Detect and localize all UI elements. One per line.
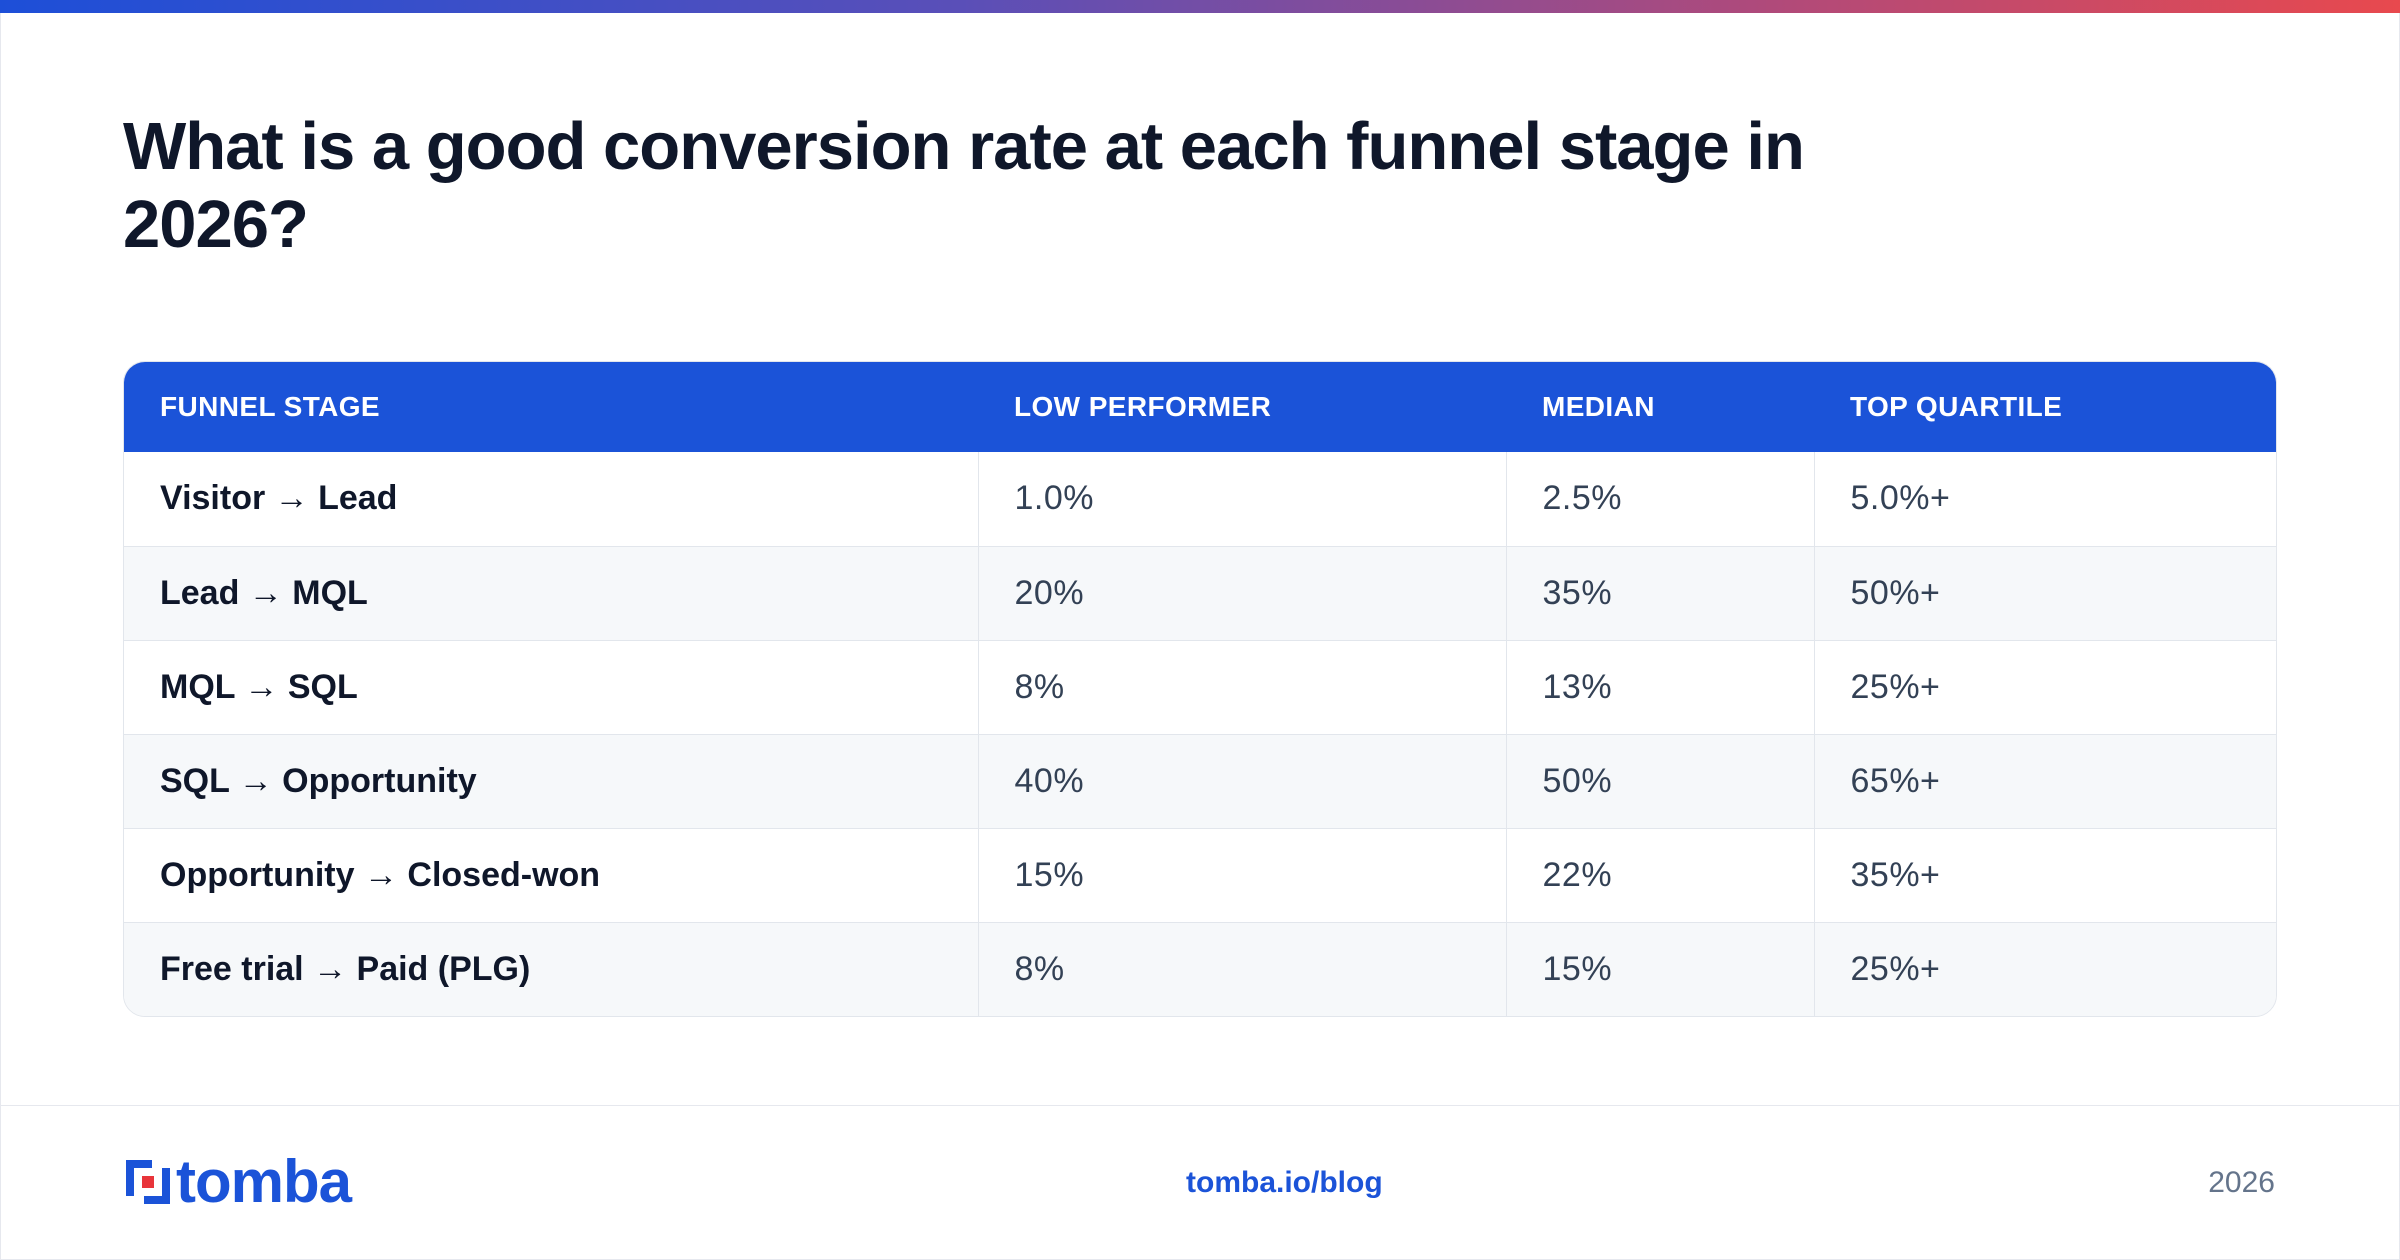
cell-median: 13%	[1505, 639, 1814, 734]
cell-top: 50%+	[1813, 545, 2276, 640]
cell-stage: Free trial → Paid (PLG)	[124, 921, 978, 1016]
cell-stage: MQL → SQL	[124, 639, 978, 734]
cell-top: 25%+	[1813, 921, 2276, 1016]
cell-stage: Opportunity → Closed-won	[124, 827, 978, 922]
cell-median: 22%	[1505, 827, 1814, 922]
cell-median: 15%	[1505, 921, 1814, 1016]
cell-low: 1.0%	[977, 452, 1506, 546]
cell-low: 40%	[977, 733, 1506, 828]
cell-top: 25%+	[1813, 639, 2276, 734]
header-top-quartile: TOP QUARTILE	[1850, 391, 2063, 422]
cell-median: 50%	[1505, 733, 1814, 828]
blog-link[interactable]: tomba.io/blog	[1186, 1166, 1383, 1199]
cell-top: 65%+	[1813, 733, 2276, 828]
cell-stage: SQL → Opportunity	[124, 733, 978, 828]
footer-divider	[0, 1105, 2400, 1106]
cell-top: 35%+	[1813, 827, 2276, 922]
logo-mark-icon	[126, 1160, 170, 1204]
cell-low: 20%	[977, 545, 1506, 640]
table-row: Opportunity → Closed-won 15% 22% 35%+	[124, 827, 2276, 922]
header-funnel-stage: FUNNEL STAGE	[160, 391, 380, 422]
table-row: MQL → SQL 8% 13% 25%+	[124, 639, 2276, 734]
header-median: MEDIAN	[1542, 391, 1655, 422]
cell-low: 15%	[977, 827, 1506, 922]
benchmark-table: FUNNEL STAGE LOW PERFORMER MEDIAN TOP QU…	[123, 361, 2277, 1017]
page-title: What is a good conversion rate at each f…	[123, 109, 1805, 262]
cell-median: 2.5%	[1505, 452, 1814, 546]
logo-wordmark: tomba	[176, 1148, 352, 1215]
tomba-logo[interactable]: tomba	[122, 1148, 352, 1215]
cell-low: 8%	[977, 639, 1506, 734]
table-row: SQL → Opportunity 40% 50% 65%+	[124, 733, 2276, 828]
table-header-row: FUNNEL STAGE LOW PERFORMER MEDIAN TOP QU…	[124, 362, 2276, 452]
footer-year: 2026	[2208, 1166, 2275, 1199]
cell-median: 35%	[1505, 545, 1814, 640]
cell-top: 5.0%+	[1813, 452, 2276, 546]
table-row: Lead → MQL 20% 35% 50%+	[124, 545, 2276, 640]
header-low-performer: LOW PERFORMER	[1014, 391, 1272, 422]
table-row: Free trial → Paid (PLG) 8% 15% 25%+	[124, 921, 2276, 1016]
cell-stage: Visitor → Lead	[160, 479, 398, 518]
cell-stage: Lead → MQL	[124, 545, 978, 640]
cell-low: 8%	[977, 921, 1506, 1016]
gradient-top-bar	[0, 0, 2400, 13]
table-row: Visitor → Lead 1.0% 2.5% 5.0%+	[124, 452, 2276, 546]
